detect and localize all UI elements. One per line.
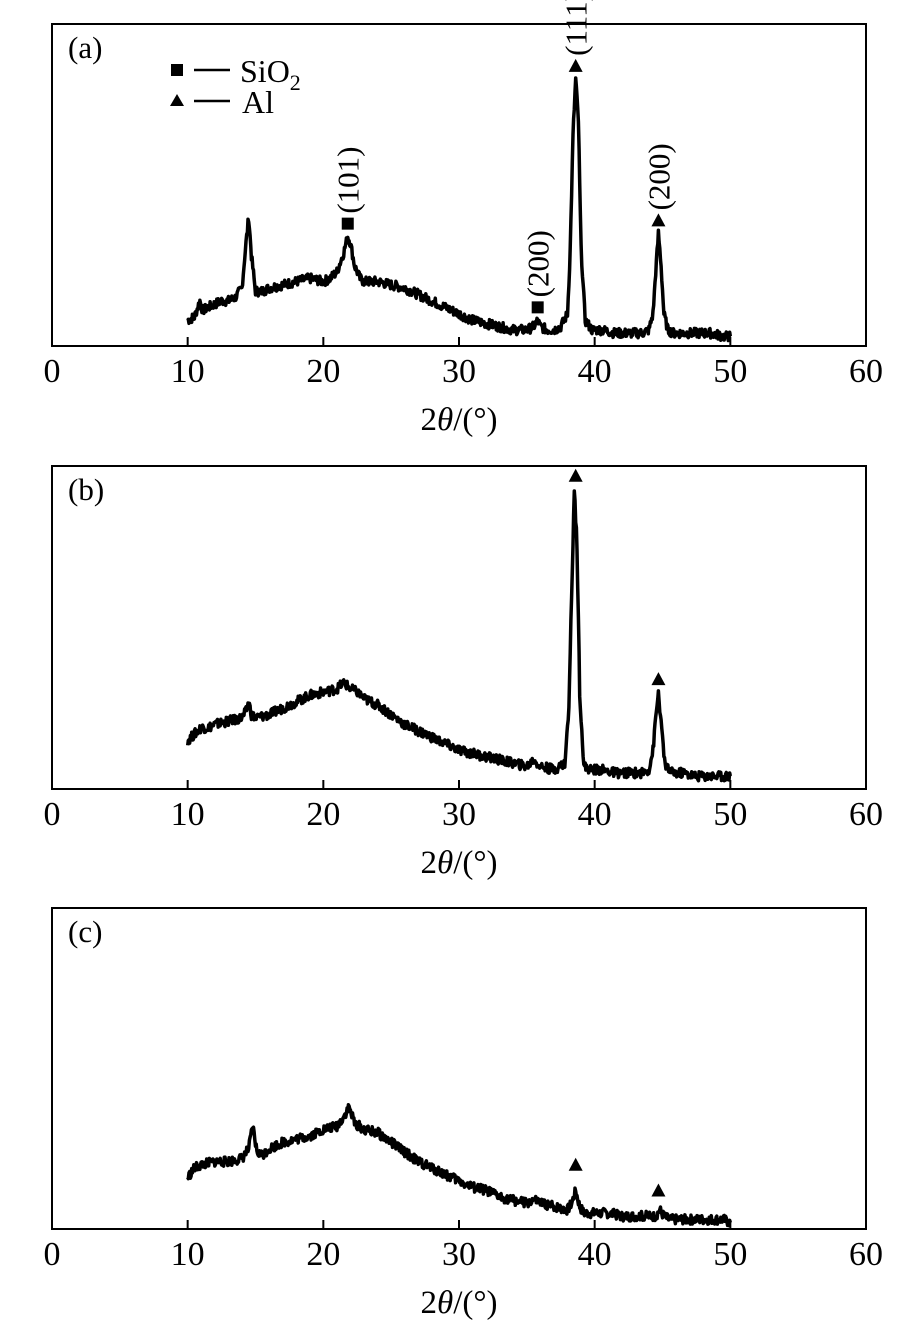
peak-label: (111) (559, 0, 594, 56)
legend-sio2-label: SiO2 (240, 53, 301, 95)
panel-b-x-axis-label: 2θ/(°) (420, 845, 497, 881)
panel-b-xrd-curve (185, 489, 733, 783)
panel-b-x-tick-label: 20 (306, 796, 340, 833)
panel-a-x-tick-label: 40 (578, 353, 612, 390)
peak-marker-triangle (568, 468, 583, 482)
panel-c: 0 10 20 30 40 50 60 (c) 2θ/(°) (44, 907, 883, 1321)
panel-c-x-tick-label: 0 (44, 1236, 61, 1273)
panel-c-xrd-curve (186, 1103, 732, 1228)
peak-label: (101) (331, 146, 366, 213)
panel-a-legend: SiO2 Al (170, 53, 301, 120)
panel-b-x-tick-label: 50 (713, 796, 747, 833)
peak-marker-square (341, 217, 354, 230)
panel-c-x-tick-label: 30 (442, 1236, 476, 1273)
panel-b-x-tick-label: 0 (44, 796, 61, 833)
panel-c-x-tick-label: 60 (849, 1236, 883, 1273)
panel-a: 0 10 20 30 40 50 60 (101) (200) (111) (200) (a) 2… (44, 0, 884, 438)
panel-a-label: (a) (68, 30, 102, 65)
panel-b-x-tick-label: 10 (171, 796, 205, 833)
peak-marker-triangle (568, 1157, 583, 1171)
panel-c-x-tick-label: 20 (306, 1236, 340, 1273)
panel-a-x-tick-label: 20 (306, 353, 340, 390)
panel-b-label: (b) (68, 472, 104, 507)
panel-c-x-tick-label: 10 (171, 1236, 205, 1273)
legend-al-label: Al (242, 84, 274, 120)
legend-al-triangle-marker (170, 94, 184, 106)
panel-a-x-tick-label: 50 (713, 353, 747, 390)
panel-b-x-tick-label: 60 (849, 796, 883, 833)
panel-a-x-tick-label: 10 (171, 353, 205, 390)
panel-b: 0 10 20 30 40 50 60 (b) 2θ/(°) (44, 465, 883, 881)
peak-marker-triangle (651, 672, 666, 686)
panel-b-x-tick-label: 30 (442, 796, 476, 833)
panel-a-x-tick-label: 30 (442, 353, 476, 390)
panel-b-plot-frame (51, 465, 867, 790)
panel-b-x-tick-label: 40 (578, 796, 612, 833)
panel-c-label: (c) (68, 914, 102, 949)
peak-label: (200) (641, 143, 676, 210)
panel-c-x-axis-label: 2θ/(°) (420, 1285, 497, 1321)
peak-marker-triangle (651, 1183, 666, 1197)
panel-a-x-tick-label: 60 (849, 353, 883, 390)
legend-sio2-square-marker (171, 64, 183, 76)
peak-label: (200) (521, 230, 556, 297)
peak-marker-triangle (568, 58, 583, 72)
panel-c-x-tick-label: 40 (578, 1236, 612, 1273)
panel-c-x-tick-label: 50 (713, 1236, 747, 1273)
panel-a-x-tick-label: 0 (44, 353, 61, 390)
panel-a-xrd-curve (186, 76, 733, 343)
peak-marker-triangle (651, 213, 666, 227)
peak-marker-square (531, 301, 544, 314)
panel-a-x-axis-label: 2θ/(°) (420, 402, 497, 438)
